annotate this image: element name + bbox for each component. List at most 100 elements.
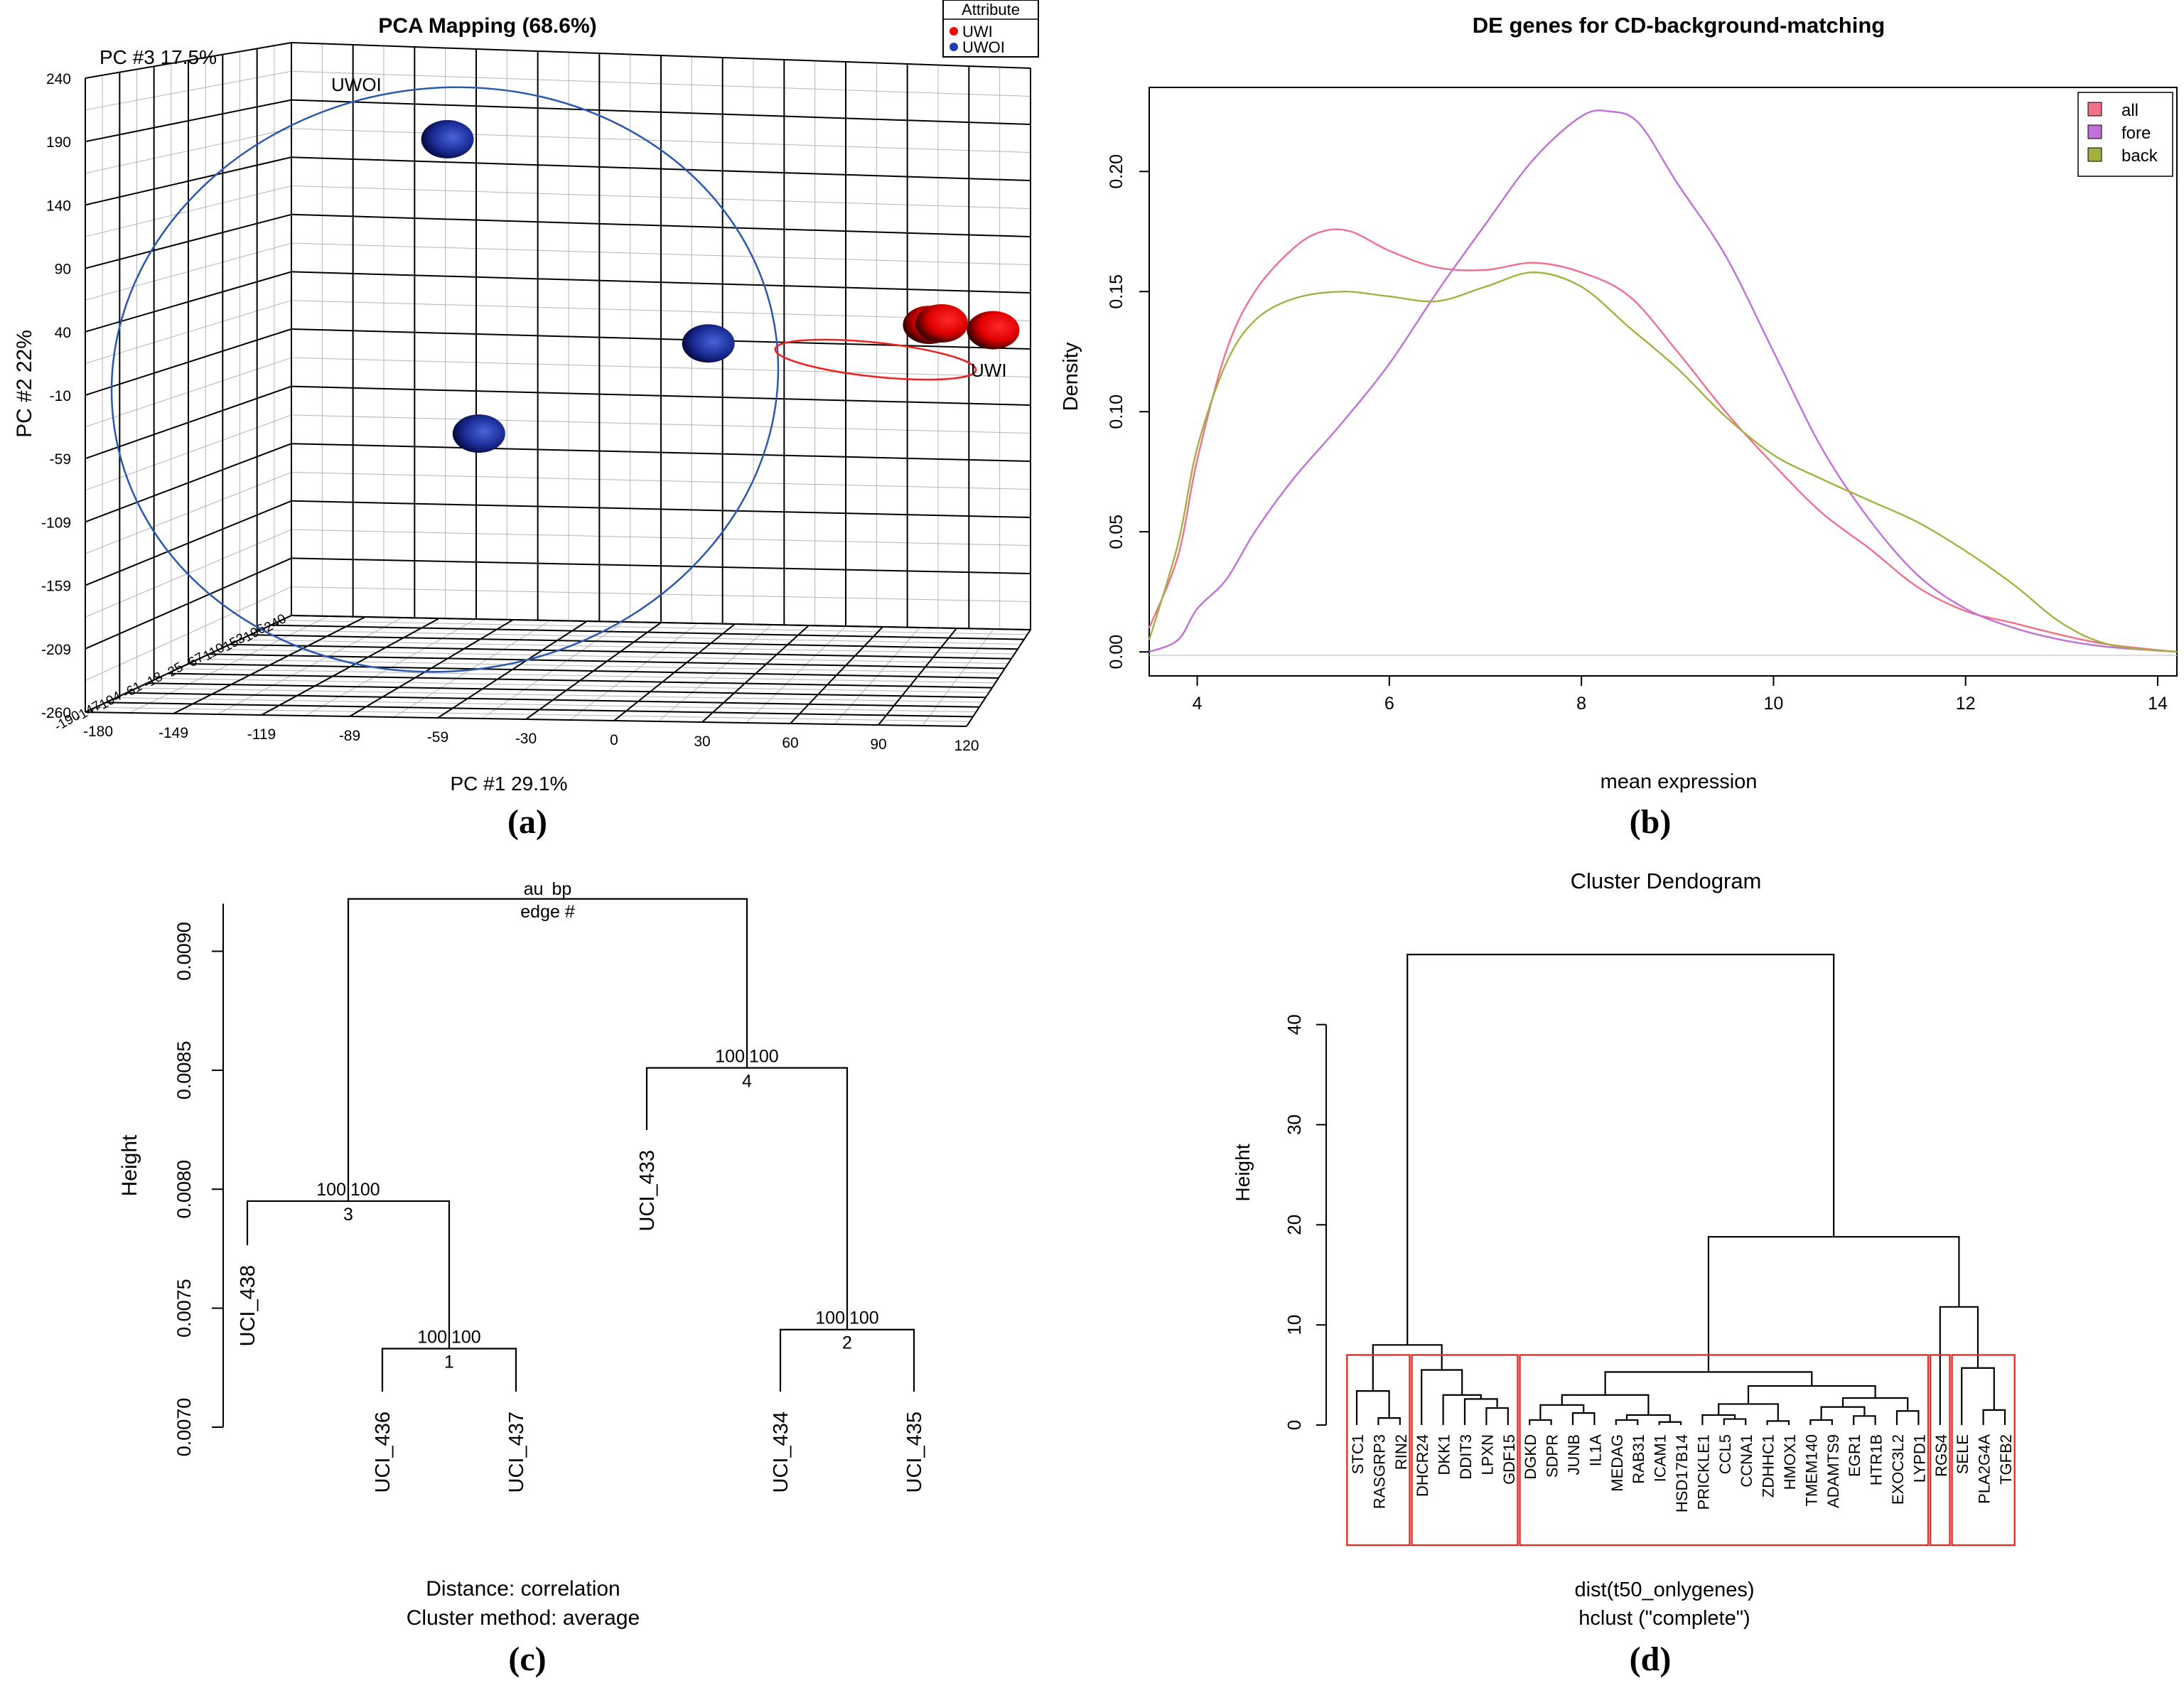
hclust-leaf-label: LYPD1 [1910, 1434, 1928, 1483]
pvclust-y-tick-label: 0.0090 [173, 922, 195, 981]
pc2-tick-label: 240 [46, 71, 71, 87]
pvclust-au-value: 100 [417, 1328, 447, 1348]
hclust-leaf-label: ADAMTS9 [1824, 1434, 1842, 1508]
density-y-tick-label: 0.00 [1107, 635, 1126, 670]
pca-points [421, 119, 1020, 453]
hclust-cluster-box [1411, 1354, 1519, 1547]
pvclust-au-value: 100 [316, 1180, 346, 1200]
pc1-tick-label: -59 [427, 729, 448, 746]
pca-pc1-label: PC #1 29.1% [451, 773, 568, 795]
pvclust-link [246, 1200, 451, 1349]
pvclust-au-value: 100 [715, 1046, 745, 1066]
hclust-leaf-label: LPXN [1478, 1434, 1496, 1475]
uwoi-group-label: UWOI [331, 74, 382, 95]
hclust-leaf-label: TGFB2 [1997, 1434, 2015, 1485]
hclust-link [1820, 1406, 1866, 1420]
hclust-cluster-boxes [1346, 1354, 2016, 1547]
hclust-link [1539, 1404, 1585, 1420]
pvclust-bp-value: 100 [451, 1328, 481, 1348]
hclust-link [1853, 1415, 1876, 1425]
pvclust-bp-value: 100 [350, 1180, 380, 1200]
hclust-link [1463, 1398, 1498, 1425]
pvclust-y-tick-label: 0.0080 [173, 1160, 195, 1219]
pc1-tick-label: -119 [247, 726, 276, 743]
pvclust-edge-number: 4 [742, 1071, 752, 1091]
hclust-leaf-label: ICAM1 [1652, 1434, 1669, 1482]
hclust-leaf-label: EXOC3L2 [1889, 1434, 1907, 1505]
legend-label-fore: fore [2121, 124, 2151, 143]
hclust-leaf-label: GDF15 [1500, 1434, 1518, 1485]
hclust-leaf-label: STC1 [1349, 1434, 1367, 1474]
pvclust-y-axis: 0.0070 0.0075 0.0080 0.0085 0.0090 [173, 903, 224, 1456]
density-x-tick-label: 14 [2148, 694, 2168, 714]
hclust-link [1377, 1417, 1401, 1425]
pc2-tick-label: -10 [50, 388, 71, 404]
hclust-leaf-label: RIN2 [1392, 1434, 1410, 1470]
density-x-tick-label: 6 [1384, 694, 1394, 714]
pvclust-caption-method: Cluster method: average [407, 1606, 640, 1630]
pca-legend-uwoi: UWOI [962, 38, 1005, 56]
hclust-caption-method: hclust ("complete") [1578, 1607, 1750, 1630]
uwi-ellipse [774, 338, 977, 381]
hclust-link [1658, 1421, 1682, 1425]
density-plot-frame [1149, 87, 2178, 677]
density-ylabel: Density [1060, 342, 1082, 411]
pca-panel: PCA Mapping (68.6%) Attribute UWI UWOI 2… [13, 0, 1039, 795]
pca-axis-ticks: 240 190 140 90 40 -10 -59 -109 -159 -209 -260 -180 -… [41, 71, 979, 754]
hclust-link [1372, 1344, 1443, 1392]
hclust-leaf-label: ZDHHC1 [1760, 1434, 1777, 1498]
density-curve-fore [1149, 109, 2178, 653]
hclust-caption-dist: dist(t50_onlygenes) [1574, 1579, 1754, 1601]
density-y-tick-label: 0.10 [1107, 394, 1126, 429]
pc2-tick-label: 190 [46, 134, 71, 151]
hclust-title: Cluster Dendogram [1571, 869, 1762, 893]
pc1-tick-label: -30 [515, 731, 537, 747]
pc1-tick-label: 90 [870, 736, 886, 753]
pvclust-edge-number: 2 [842, 1333, 852, 1353]
density-curve-all [1148, 228, 2178, 653]
legend-label-back: back [2121, 146, 2158, 166]
legend-swatch-fore [2087, 124, 2102, 139]
pc1-tick-label: 120 [954, 738, 979, 754]
pca-legend: Attribute UWI UWOI [942, 0, 1039, 58]
pca-point-uwoi [452, 414, 505, 453]
hclust-leaf-label: DKK1 [1436, 1434, 1453, 1475]
hclust-link [1701, 1414, 1736, 1425]
pc1-tick-label: -89 [339, 728, 360, 744]
panel-a-letter: (a) [507, 803, 547, 841]
pca-point-uwi [967, 311, 1020, 350]
hclust-leaf-label: RGS4 [1932, 1434, 1950, 1477]
pc1-tick-label: -149 [158, 725, 188, 741]
hclust-link [1421, 1369, 1463, 1425]
uwoi-legend-dot [950, 43, 958, 51]
pca-legend-uwi: UWI [962, 23, 993, 41]
density-x-tick-label: 4 [1193, 694, 1203, 714]
pvclust-tree: UCI_438 UCI_436 UCI_437 UCI_433 UCI_434 UCI_4… [237, 879, 926, 1493]
hclust-link [1406, 953, 1835, 1345]
hclust-leaf-label: CCNA1 [1738, 1434, 1755, 1488]
pc2-tick-label: -260 [41, 705, 71, 721]
pvclust-y-tick-label: 0.0075 [173, 1279, 195, 1338]
uwi-group-label: UWI [971, 360, 1007, 381]
hclust-leaf-label: DDIT3 [1457, 1434, 1475, 1480]
pc2-tick-label: 40 [55, 325, 71, 341]
hclust-y-axis: 0 10 20 30 40 [1284, 1014, 1327, 1430]
pvclust-edge-number: 3 [343, 1205, 353, 1225]
hclust-cluster-box [1929, 1354, 1951, 1547]
pca-left-wall-grid [85, 42, 292, 713]
hclust-y-tick-label: 0 [1284, 1420, 1305, 1430]
density-legend: all fore back [2077, 92, 2173, 177]
pc2-tick-label: 140 [46, 198, 71, 214]
density-title: DE genes for CD-background-matching [1473, 13, 1885, 38]
hclust-leaf-label: DGKD [1522, 1434, 1539, 1480]
pvclust-link [645, 1067, 849, 1330]
pc1-tick-label: 30 [694, 733, 710, 750]
density-y-tick-label: 0.05 [1107, 515, 1126, 549]
hclust-y-tick-label: 40 [1284, 1014, 1305, 1035]
pc2-tick-label: -159 [41, 579, 71, 595]
pvclust-edge-header: edge # [520, 902, 575, 922]
pvclust-leaf-label: UCI_435 [903, 1412, 926, 1493]
pvclust-au-value: 100 [815, 1308, 845, 1328]
